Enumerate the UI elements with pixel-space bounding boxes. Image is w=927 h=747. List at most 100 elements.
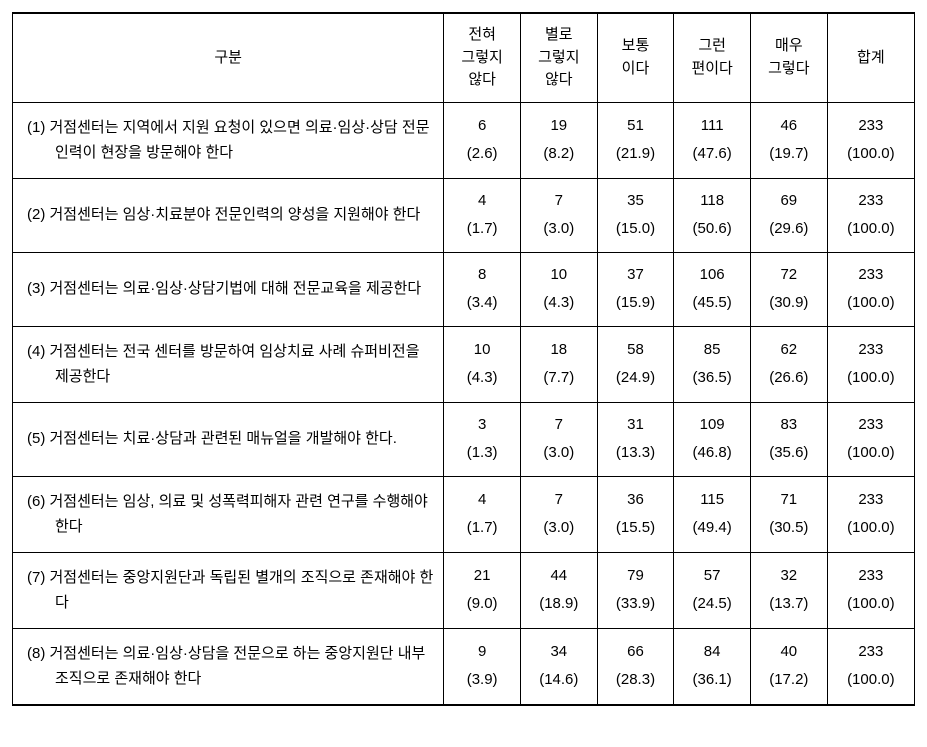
cell-count: 44 (521, 562, 597, 591)
cell-value: 21(9.0) (444, 552, 521, 628)
cell-value: 51(21.9) (597, 102, 674, 178)
cell-percent: (47.6) (674, 140, 750, 169)
cell-value: 62(26.6) (750, 326, 827, 402)
cell-count: 233 (828, 112, 914, 141)
cell-value: 10(4.3) (444, 326, 521, 402)
cell-count: 51 (598, 112, 674, 141)
cell-count: 66 (598, 638, 674, 667)
cell-count: 233 (828, 336, 914, 365)
cell-percent: (7.7) (521, 364, 597, 393)
cell-percent: (36.1) (674, 666, 750, 695)
header-col-1: 전혀그렇지않다 (444, 13, 521, 102)
cell-count: 6 (444, 112, 520, 141)
cell-percent: (24.5) (674, 590, 750, 619)
cell-percent: (100.0) (828, 514, 914, 543)
cell-value: 111(47.6) (674, 102, 751, 178)
cell-value: 7(3.0) (520, 402, 597, 476)
cell-count: 233 (828, 638, 914, 667)
cell-percent: (8.2) (521, 140, 597, 169)
cell-value: 46(19.7) (750, 102, 827, 178)
cell-value: 35(15.0) (597, 178, 674, 252)
row-label: (8) 거점센터는 의료·임상·상담을 전문으로 하는 중앙지원단 내부 조직으… (13, 628, 444, 705)
cell-total: 233(100.0) (827, 476, 914, 552)
row-label: (2) 거점센터는 임상·치료분야 전문인력의 양성을 지원해야 한다 (13, 178, 444, 252)
cell-count: 7 (521, 486, 597, 515)
cell-value: 83(35.6) (750, 402, 827, 476)
cell-percent: (49.4) (674, 514, 750, 543)
cell-percent: (15.5) (598, 514, 674, 543)
cell-percent: (19.7) (751, 140, 827, 169)
cell-count: 9 (444, 638, 520, 667)
cell-total: 233(100.0) (827, 402, 914, 476)
cell-value: 85(36.5) (674, 326, 751, 402)
table-row: (2) 거점센터는 임상·치료분야 전문인력의 양성을 지원해야 한다4(1.7… (13, 178, 915, 252)
cell-total: 233(100.0) (827, 102, 914, 178)
cell-value: 71(30.5) (750, 476, 827, 552)
cell-percent: (24.9) (598, 364, 674, 393)
cell-percent: (4.3) (444, 364, 520, 393)
table-header-row: 구분 전혀그렇지않다 별로그렇지않다 보통이다 그런편이다 매우그렇다 합계 (13, 13, 915, 102)
cell-percent: (36.5) (674, 364, 750, 393)
cell-count: 69 (751, 187, 827, 216)
cell-percent: (100.0) (828, 140, 914, 169)
cell-count: 111 (674, 112, 750, 141)
cell-percent: (3.0) (521, 514, 597, 543)
table-row: (7) 거점센터는 중앙지원단과 독립된 별개의 조직으로 존재해야 한다21(… (13, 552, 915, 628)
header-label: 구분 (13, 13, 444, 102)
cell-count: 233 (828, 486, 914, 515)
cell-value: 40(17.2) (750, 628, 827, 705)
cell-percent: (2.6) (444, 140, 520, 169)
cell-count: 36 (598, 486, 674, 515)
table-row: (8) 거점센터는 의료·임상·상담을 전문으로 하는 중앙지원단 내부 조직으… (13, 628, 915, 705)
cell-count: 233 (828, 562, 914, 591)
cell-percent: (100.0) (828, 439, 914, 468)
cell-percent: (14.6) (521, 666, 597, 695)
cell-count: 10 (444, 336, 520, 365)
cell-total: 233(100.0) (827, 628, 914, 705)
row-label: (6) 거점센터는 임상, 의료 및 성폭력피해자 관련 연구를 수행해야 한다 (13, 476, 444, 552)
cell-percent: (46.8) (674, 439, 750, 468)
header-col-3: 보통이다 (597, 13, 674, 102)
cell-total: 233(100.0) (827, 552, 914, 628)
cell-count: 19 (521, 112, 597, 141)
cell-value: 32(13.7) (750, 552, 827, 628)
cell-percent: (3.0) (521, 215, 597, 244)
cell-percent: (30.9) (751, 289, 827, 318)
cell-count: 71 (751, 486, 827, 515)
cell-percent: (29.6) (751, 215, 827, 244)
cell-percent: (9.0) (444, 590, 520, 619)
cell-value: 10(4.3) (520, 252, 597, 326)
cell-count: 233 (828, 187, 914, 216)
row-label: (3) 거점센터는 의료·임상·상담기법에 대해 전문교육을 제공한다 (13, 252, 444, 326)
cell-count: 79 (598, 562, 674, 591)
table-row: (3) 거점센터는 의료·임상·상담기법에 대해 전문교육을 제공한다8(3.4… (13, 252, 915, 326)
cell-percent: (3.0) (521, 439, 597, 468)
cell-value: 4(1.7) (444, 476, 521, 552)
cell-percent: (17.2) (751, 666, 827, 695)
cell-count: 109 (674, 411, 750, 440)
cell-count: 72 (751, 261, 827, 290)
cell-value: 115(49.4) (674, 476, 751, 552)
cell-percent: (1.7) (444, 215, 520, 244)
cell-count: 3 (444, 411, 520, 440)
cell-value: 69(29.6) (750, 178, 827, 252)
table-row: (6) 거점센터는 임상, 의료 및 성폭력피해자 관련 연구를 수행해야 한다… (13, 476, 915, 552)
cell-count: 18 (521, 336, 597, 365)
cell-percent: (21.9) (598, 140, 674, 169)
cell-count: 4 (444, 486, 520, 515)
cell-percent: (50.6) (674, 215, 750, 244)
cell-count: 233 (828, 261, 914, 290)
cell-percent: (30.5) (751, 514, 827, 543)
cell-percent: (1.7) (444, 514, 520, 543)
cell-total: 233(100.0) (827, 178, 914, 252)
cell-value: 44(18.9) (520, 552, 597, 628)
cell-count: 115 (674, 486, 750, 515)
table-row: (4) 거점센터는 전국 센터를 방문하여 임상치료 사례 슈퍼비전을 제공한다… (13, 326, 915, 402)
cell-value: 36(15.5) (597, 476, 674, 552)
cell-percent: (45.5) (674, 289, 750, 318)
cell-percent: (100.0) (828, 590, 914, 619)
cell-value: 109(46.8) (674, 402, 751, 476)
cell-percent: (18.9) (521, 590, 597, 619)
cell-value: 31(13.3) (597, 402, 674, 476)
cell-count: 37 (598, 261, 674, 290)
